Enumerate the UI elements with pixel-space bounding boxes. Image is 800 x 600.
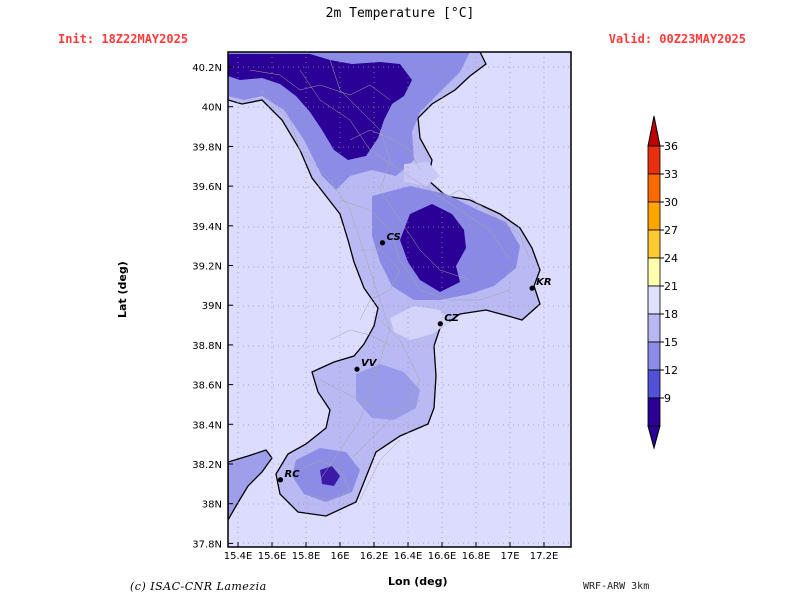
city-markers: CS KR CZ VV RC — [277, 232, 552, 483]
lat-tick-label: 39N — [202, 301, 222, 312]
credit-text: (c) ISAC-CNR Lamezia — [130, 580, 267, 593]
graticule — [228, 52, 571, 547]
lat-tick-labels: 40.2N 40N 39.8N 39.6N 39.4N 39.2N 39N 38.8N 38.6… — [192, 63, 233, 550]
coldest-aspromonte — [320, 466, 340, 486]
lat-tick-label: 38N — [202, 500, 222, 511]
lon-tick-label: 17.2E — [530, 551, 559, 562]
colorbar-box — [647, 285, 661, 315]
lat-tick-label: 40N — [202, 103, 222, 114]
city-label-cs: CS — [387, 232, 401, 243]
colorbar-label: 21 — [664, 280, 678, 293]
colorbar-box — [647, 201, 661, 231]
colorbar-box — [647, 173, 661, 203]
colorbar-box — [647, 229, 661, 259]
city-label-rc: RC — [285, 469, 301, 480]
coldest-sila — [400, 204, 466, 292]
colorbar-box — [647, 369, 661, 399]
map-frame — [227, 51, 572, 548]
city-dot-cz — [437, 321, 443, 327]
coldest-pollino — [228, 54, 412, 160]
lon-tick-label: 16.8E — [462, 551, 491, 562]
colorbar-top-arrow — [647, 115, 661, 147]
lat-tick-label: 38.2N — [192, 460, 222, 471]
colorbar-box — [647, 397, 661, 427]
colorbar-box — [647, 257, 661, 287]
colorbar-label: 12 — [664, 364, 678, 377]
map-area: CS KR CZ VV RC — [228, 52, 571, 547]
lon-tick-labels: 15.4E 15.6E 15.8E 16E 16.2E 16.4E 16.6E 16.8E 17… — [224, 542, 559, 562]
lon-tick-label: 15.6E — [258, 551, 287, 562]
lon-tick-label: 15.8E — [292, 551, 321, 562]
city-dot-rc — [277, 477, 284, 483]
lat-tick-label: 39.6N — [192, 182, 222, 193]
colorbar-label: 27 — [664, 224, 678, 237]
lat-tick-label: 40.2N — [192, 63, 222, 74]
valid-time: Valid: 00Z23MAY2025 — [608, 32, 746, 46]
colorbar-label: 33 — [664, 168, 678, 181]
map-title: 2m Temperature [°C] — [325, 6, 475, 21]
lat-tick-label: 39.4N — [192, 222, 222, 233]
colorbar-label: 36 — [664, 140, 678, 153]
lat-tick-label: 39.8N — [192, 142, 222, 153]
lon-tick-label: 16E — [330, 551, 349, 562]
municipal-boundaries — [249, 59, 531, 501]
model-text: WRF-ARW 3km — [583, 581, 650, 592]
colorbar: 36 33 30 27 24 21 18 15 12 9 — [647, 115, 678, 450]
colorbar-box — [647, 341, 661, 371]
city-dot-vv — [354, 366, 360, 372]
lon-tick-label: 15.4E — [224, 551, 253, 562]
lon-tick-label: 16.4E — [394, 551, 423, 562]
lat-tick-label: 37.8N — [192, 539, 222, 550]
colorbar-label: 30 — [664, 196, 678, 209]
lat-tick-label: 38.4N — [192, 420, 222, 431]
lat-tick-label: 38.8N — [192, 341, 222, 352]
warm-sibari-plain — [404, 162, 440, 186]
init-time: Init: 18Z22MAY2025 — [58, 32, 189, 46]
colorbar-label: 9 — [664, 392, 671, 405]
city-dot-cs — [379, 240, 386, 246]
lon-tick-label: 16.2E — [360, 551, 389, 562]
lat-tick-label: 38.6N — [192, 381, 222, 392]
lat-tick-label: 39.2N — [192, 262, 222, 273]
city-label-cz: CZ — [444, 313, 459, 324]
colorbar-bottom-arrow — [647, 425, 661, 450]
y-axis-label: Lat (deg) — [116, 261, 129, 318]
city-label-kr: KR — [536, 277, 551, 288]
colorbar-label: 15 — [664, 336, 678, 349]
x-axis-label: Lon (deg) — [388, 575, 448, 588]
lon-tick-label: 16.6E — [428, 551, 457, 562]
lon-tick-label: 17E — [500, 551, 519, 562]
colorbar-label: 24 — [664, 252, 678, 265]
colorbar-box — [647, 313, 661, 343]
warm-lamezia-plain — [390, 306, 450, 340]
city-dot-kr — [529, 285, 535, 291]
land-calabria — [228, 52, 541, 517]
colorbar-label: 18 — [664, 308, 678, 321]
land-sicily — [228, 449, 273, 522]
colorbar-box — [647, 145, 661, 175]
city-label-vv: VV — [361, 358, 378, 369]
